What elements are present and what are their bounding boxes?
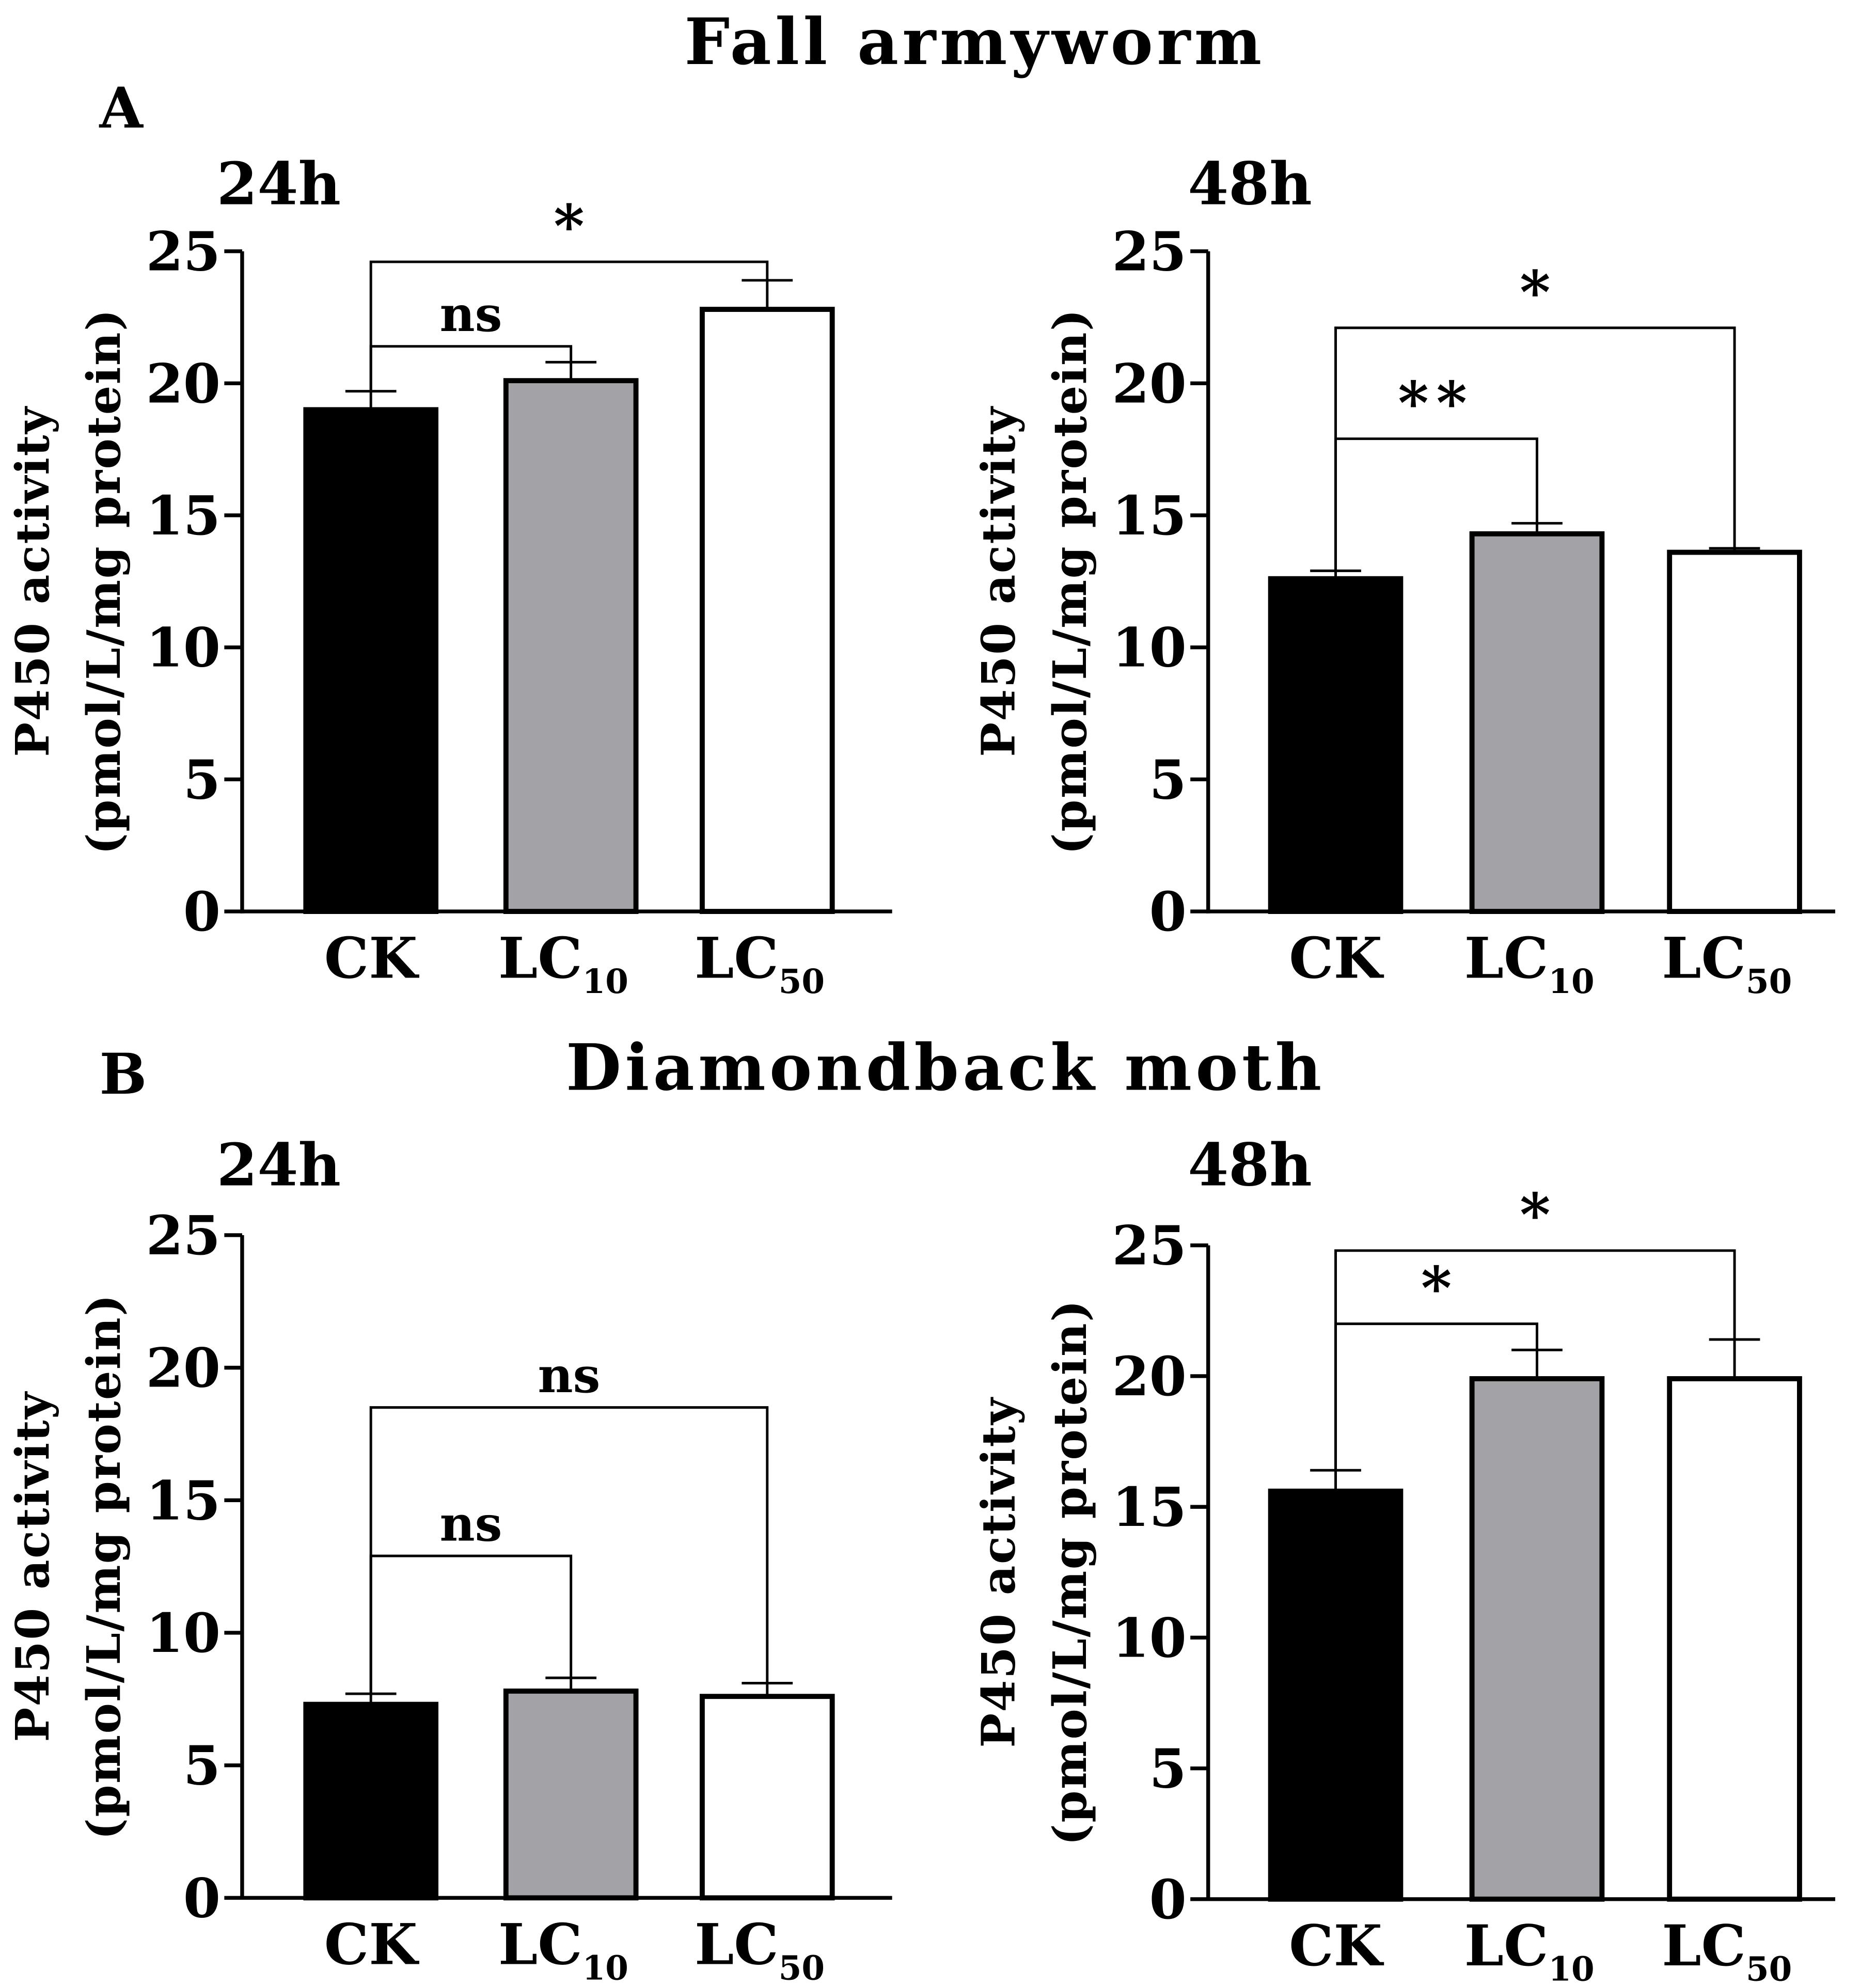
chart-title: 48h [1188,1130,1312,1200]
chart-panel-3: 48h P450 activity (pmol/L/mg protein) 0 5 10 1… [972,1130,1836,1986]
y-tick-label: 5 [183,749,220,811]
significance-bracket [369,1554,573,1694]
y-axis-label-line2: (pmol/L/mg protein) [1043,308,1097,855]
y-tick-label: 5 [1149,749,1187,811]
significance-label: ns [439,1495,502,1552]
section-a-title: Fall armyworm [685,5,1266,80]
y-tick-label: 15 [1112,485,1187,547]
bar-0 [1268,576,1404,914]
section-a-label: A [99,75,144,141]
significance-label: * [554,191,584,260]
y-tick-label: 0 [1149,881,1187,943]
y-axis-label-line2: (pmol/L/mg protein) [77,308,131,855]
x-tick-label: LC10 [498,1912,628,1986]
bar-1 [503,378,639,914]
y-tick-label: 15 [146,485,220,547]
y-axis-label-line1: P450 activity [972,406,1026,757]
y-tick-label: 15 [1112,1476,1187,1539]
chart-title: 24h [217,149,341,218]
y-axis-label-line1: P450 activity [6,1391,59,1742]
chart-panel-2: 24h P450 activity (pmol/L/mg protein) 0 5 10 1… [6,1130,892,1986]
bar-1 [1469,531,1605,914]
significance-bracket [1334,1249,1736,1471]
y-tick-label: 20 [1112,353,1187,415]
y-tick-label: 5 [1149,1738,1187,1801]
significance-bracket [1334,326,1736,571]
x-tick-label: CK [324,925,419,991]
bar-2 [699,1694,835,1901]
y-tick-label: 25 [1112,221,1187,283]
significance-label: * [1520,1180,1550,1249]
y-axis-label-line2: (pmol/L/mg protein) [77,1293,131,1840]
section-b-label: B [100,1041,147,1107]
chart-panel-0: 24h P450 activity (pmol/L/mg protein) 0 5 10 1… [6,149,892,1001]
y-tick-label: 10 [1112,617,1187,680]
x-tick-label: CK [324,1912,419,1978]
x-tick-label: LC10 [1464,925,1595,1001]
bar-1 [1469,1376,1605,1902]
bar-2 [699,307,835,914]
significance-label: * [1421,1253,1452,1322]
section-b-title: Diamondback moth [566,1031,1326,1106]
x-tick-label: LC10 [498,925,628,1001]
x-tick-label: LC50 [1662,1913,1792,1986]
y-tick-label: 5 [183,1735,220,1798]
y-tick-label: 25 [1112,1215,1187,1278]
y-tick-label: 25 [146,221,220,283]
bar-0 [303,407,439,914]
y-tick-label: 0 [183,881,220,943]
y-tick-label: 20 [146,1337,220,1400]
significance-label: ns [439,286,502,343]
x-tick-label: LC50 [695,925,825,1001]
chart-title: 48h [1188,149,1312,218]
x-tick-label: LC10 [1464,1913,1595,1986]
y-tick-label: 20 [146,353,220,415]
y-tick-label: 10 [1112,1607,1187,1669]
bar-1 [503,1688,639,1901]
y-tick-label: 15 [146,1470,220,1532]
y-tick-label: 0 [1149,1869,1187,1931]
bar-2 [1667,549,1802,914]
y-tick-label: 10 [146,1602,220,1665]
bar-2 [1667,1376,1802,1902]
y-axis-label-line1: P450 activity [6,406,59,757]
significance-bracket [369,260,769,391]
y-tick-label: 0 [183,1867,220,1930]
x-tick-label: CK [1289,1913,1384,1979]
x-tick-label: LC50 [695,1912,825,1986]
significance-label: ** [1398,368,1474,437]
y-axis-label-line2: (pmol/L/mg protein) [1043,1299,1097,1846]
y-tick-label: 20 [1112,1346,1187,1408]
y-tick-label: 10 [146,617,220,680]
significance-bracket [369,1406,769,1694]
y-axis-label-line1: P450 activity [972,1397,1026,1748]
bar-0 [1268,1488,1404,1902]
x-tick-label: CK [1289,925,1384,991]
y-tick-label: 25 [146,1205,220,1267]
x-tick-label: LC50 [1662,925,1792,1001]
chart-panel-1: 48h P450 activity (pmol/L/mg protein) 0 5 10 1… [972,149,1836,1001]
chart-title: 24h [217,1130,341,1200]
significance-label: * [1520,257,1550,326]
bar-0 [303,1701,439,1901]
significance-label: ns [538,1347,601,1404]
